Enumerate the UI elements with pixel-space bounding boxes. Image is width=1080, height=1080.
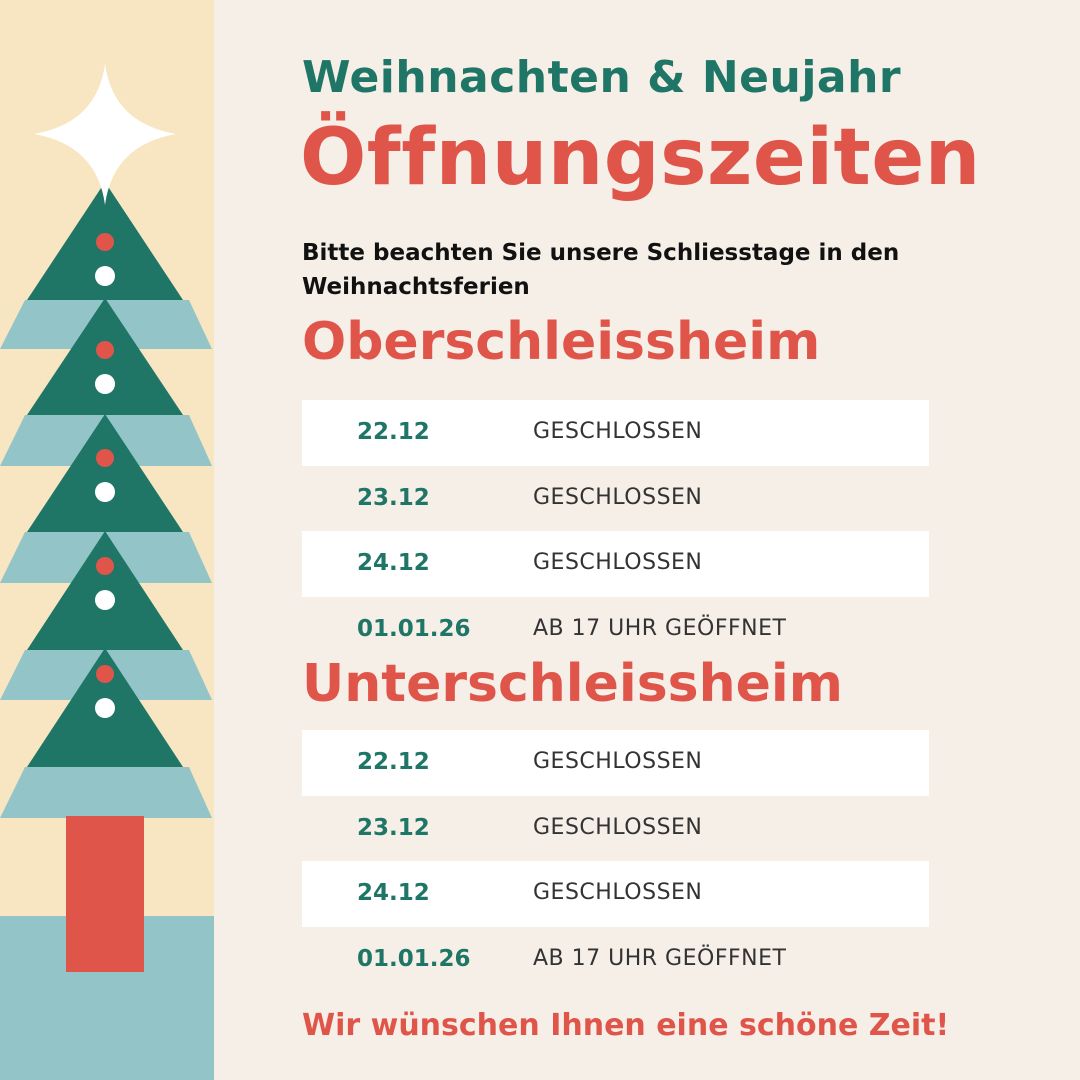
row-status: GESCHLOSSEN [533, 749, 703, 774]
ornament-red [96, 665, 114, 683]
row-date: 23.12 [357, 814, 430, 841]
ornament-white [95, 698, 115, 718]
closing-notice: Bitte beachten Sie unsere Schliesstage i… [302, 240, 900, 300]
row-status: GESCHLOSSEN [533, 484, 703, 510]
row-date: 01.01.26 [357, 615, 471, 642]
page-title: Öffnungszeiten [300, 113, 981, 203]
table-row: 23.12 GESCHLOSSEN [302, 796, 929, 862]
row-date: 01.01.26 [357, 945, 471, 972]
table-row: 23.12 GESCHLOSSEN [302, 466, 929, 532]
footer-greeting: Wir wünschen Ihnen eine schöne Zeit! [302, 1008, 950, 1043]
table-row: 01.01.26 AB 17 UHR GEÖFFNET [302, 597, 929, 663]
ornament-white [95, 374, 115, 394]
ornament-white [95, 266, 115, 286]
ornaments [95, 233, 115, 718]
ornament-white [95, 482, 115, 502]
row-date: 22.12 [357, 419, 430, 445]
table-row: 22.12 GESCHLOSSEN [302, 400, 929, 466]
star-icon [34, 64, 176, 205]
row-status: AB 17 UHR GEÖFFNET [533, 945, 787, 971]
ornament-red [96, 233, 114, 251]
ornament-red [96, 557, 114, 575]
table-row: 01.01.26 AB 17 UHR GEÖFFNET [302, 927, 929, 993]
table-row: 24.12 GESCHLOSSEN [302, 531, 929, 597]
row-date: 24.12 [357, 880, 430, 906]
row-status: GESCHLOSSEN [533, 419, 703, 444]
subtitle-holidays: Weihnachten & Neujahr [302, 52, 902, 103]
table-row: 24.12 GESCHLOSSEN [302, 861, 929, 927]
location-title-unterschleissheim: Unterschleissheim [302, 654, 843, 714]
ornament-red [96, 341, 114, 359]
schedule-table-unterschleissheim: 22.12 GESCHLOSSEN 23.12 GESCHLOSSEN 24.1… [302, 730, 929, 992]
tree-band [0, 767, 212, 818]
row-status: GESCHLOSSEN [533, 550, 703, 575]
tree-layer [27, 414, 183, 532]
row-status: GESCHLOSSEN [533, 880, 703, 905]
row-status: AB 17 UHR GEÖFFNET [533, 615, 787, 641]
table-row: 22.12 GESCHLOSSEN [302, 730, 929, 796]
row-status: GESCHLOSSEN [533, 814, 703, 840]
row-date: 24.12 [357, 550, 430, 576]
ornament-white [95, 590, 115, 610]
christmas-tree-illustration [0, 0, 214, 1080]
row-date: 23.12 [357, 484, 430, 511]
schedule-table-oberschleissheim: 22.12 GESCHLOSSEN 23.12 GESCHLOSSEN 24.1… [302, 400, 929, 662]
location-title-oberschleissheim: Oberschleissheim [302, 312, 821, 372]
row-date: 22.12 [357, 749, 430, 775]
tree-trunk [66, 816, 144, 972]
ornament-red [96, 449, 114, 467]
